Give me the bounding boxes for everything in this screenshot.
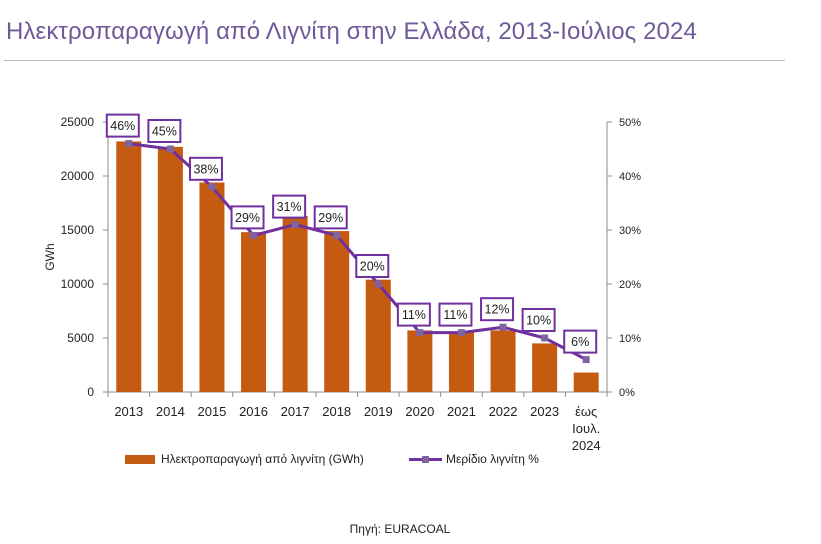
bar-lignite-gwh: [282, 215, 308, 392]
x-tick-label: 2015: [197, 404, 226, 419]
x-tick-label: 2022: [489, 404, 518, 419]
x-tick-label: 2021: [447, 404, 476, 419]
data-label: 45%: [152, 125, 177, 139]
x-tick-label: 2024: [572, 438, 601, 453]
line-marker: [582, 356, 590, 364]
bar-lignite-gwh: [116, 141, 142, 392]
bar-lignite-gwh: [573, 372, 599, 392]
data-label-box: [188, 156, 223, 181]
x-tick-label: 2020: [405, 404, 434, 419]
legend-item-line: Μερίδιο λιγνίτη %: [409, 452, 539, 466]
y-axis-label: GWh: [43, 243, 57, 270]
data-label: 11%: [402, 308, 426, 322]
data-label-box: [313, 205, 348, 230]
bar-lignite-gwh: [199, 182, 225, 392]
line-marker: [125, 140, 133, 148]
data-label-box: [272, 194, 307, 219]
bar-lignite-gwh: [532, 343, 558, 392]
bar-lignite-gwh: [365, 279, 391, 392]
y-tick-label-left: 5000: [67, 331, 94, 345]
x-tick-label: 2013: [114, 404, 143, 419]
x-tick-label: 2019: [364, 404, 393, 419]
line-marker: [208, 183, 216, 191]
x-tick-label: 2018: [322, 404, 351, 419]
line-marker: [333, 231, 341, 239]
y-tick-label-right: 30%: [619, 225, 641, 237]
bar-lignite-gwh: [490, 330, 516, 392]
y-tick-label-left: 10000: [61, 277, 95, 291]
title-divider: [4, 60, 785, 61]
line-marker: [166, 145, 174, 153]
legend-swatch-line: [409, 453, 442, 465]
y-tick-label-right: 40%: [619, 171, 641, 183]
legend-item-bars: Ηλεκτροπαραγωγή από λιγνίτη (GWh): [125, 452, 364, 466]
data-label: 31%: [277, 200, 302, 214]
data-label-box: [521, 308, 556, 332]
bar-lignite-gwh: [157, 146, 183, 392]
x-tick-label: 2014: [156, 404, 185, 419]
line-marker: [250, 231, 258, 239]
x-tick-label: 2023: [530, 404, 559, 419]
bar-lignite-gwh: [241, 232, 267, 392]
data-label: 29%: [318, 211, 343, 225]
y-tick-label-left: 20000: [61, 169, 95, 183]
data-label: 12%: [485, 303, 510, 317]
chart-legend: Ηλεκτροπαραγωγή από λιγνίτη (GWh) Μερίδι…: [0, 452, 821, 472]
y-tick-label-right: 20%: [619, 279, 641, 291]
data-label: 11%: [443, 308, 467, 322]
legend-label-line: Μερίδιο λιγνίτη %: [446, 452, 539, 466]
data-label-box: [147, 119, 182, 143]
data-label: 46%: [110, 119, 135, 133]
x-tick-label: 2017: [281, 404, 310, 419]
source-note: Πηγή: EURACOAL: [349, 522, 451, 536]
y-tick-label-left: 25000: [61, 115, 95, 129]
bar-lignite-gwh: [324, 231, 350, 392]
bar-lignite-gwh: [407, 330, 433, 392]
y-tick-label-right: 50%: [619, 117, 641, 129]
line-marker: [374, 280, 382, 288]
y-tick-label-left: 0: [87, 385, 94, 399]
page-title: Ηλεκτροπαραγωγή από Λιγνίτη στην Ελλάδα,…: [6, 18, 697, 45]
x-tick-label: Ιουλ.: [572, 421, 600, 436]
line-marker: [541, 334, 549, 342]
legend-label-bars: Ηλεκτροπαραγωγή από λιγνίτη (GWh): [161, 452, 364, 466]
y-tick-label-left: 15000: [61, 223, 95, 237]
data-label-box: [105, 113, 140, 138]
data-label-box: [355, 254, 390, 278]
data-label-box: [438, 302, 473, 327]
data-label: 20%: [360, 260, 385, 274]
data-label-box: [563, 329, 598, 354]
x-tick-label: 2016: [239, 404, 268, 419]
legend-swatch-bars: [125, 454, 155, 464]
data-label-box: [230, 205, 265, 230]
data-label-box: [396, 302, 431, 327]
y-tick-label-right: 10%: [619, 333, 641, 345]
y-tick-label-right: 0%: [619, 387, 635, 399]
line-marker: [291, 221, 299, 229]
x-tick-label: έως: [575, 404, 597, 419]
data-label: 29%: [235, 211, 260, 225]
data-label: 10%: [526, 314, 551, 328]
line-marker: [457, 329, 465, 337]
data-label: 6%: [571, 335, 589, 349]
data-label-box: [480, 297, 515, 322]
bar-lignite-gwh: [448, 331, 474, 392]
data-label: 38%: [193, 162, 218, 176]
line-marker: [416, 329, 424, 337]
line-marker: [499, 323, 507, 331]
